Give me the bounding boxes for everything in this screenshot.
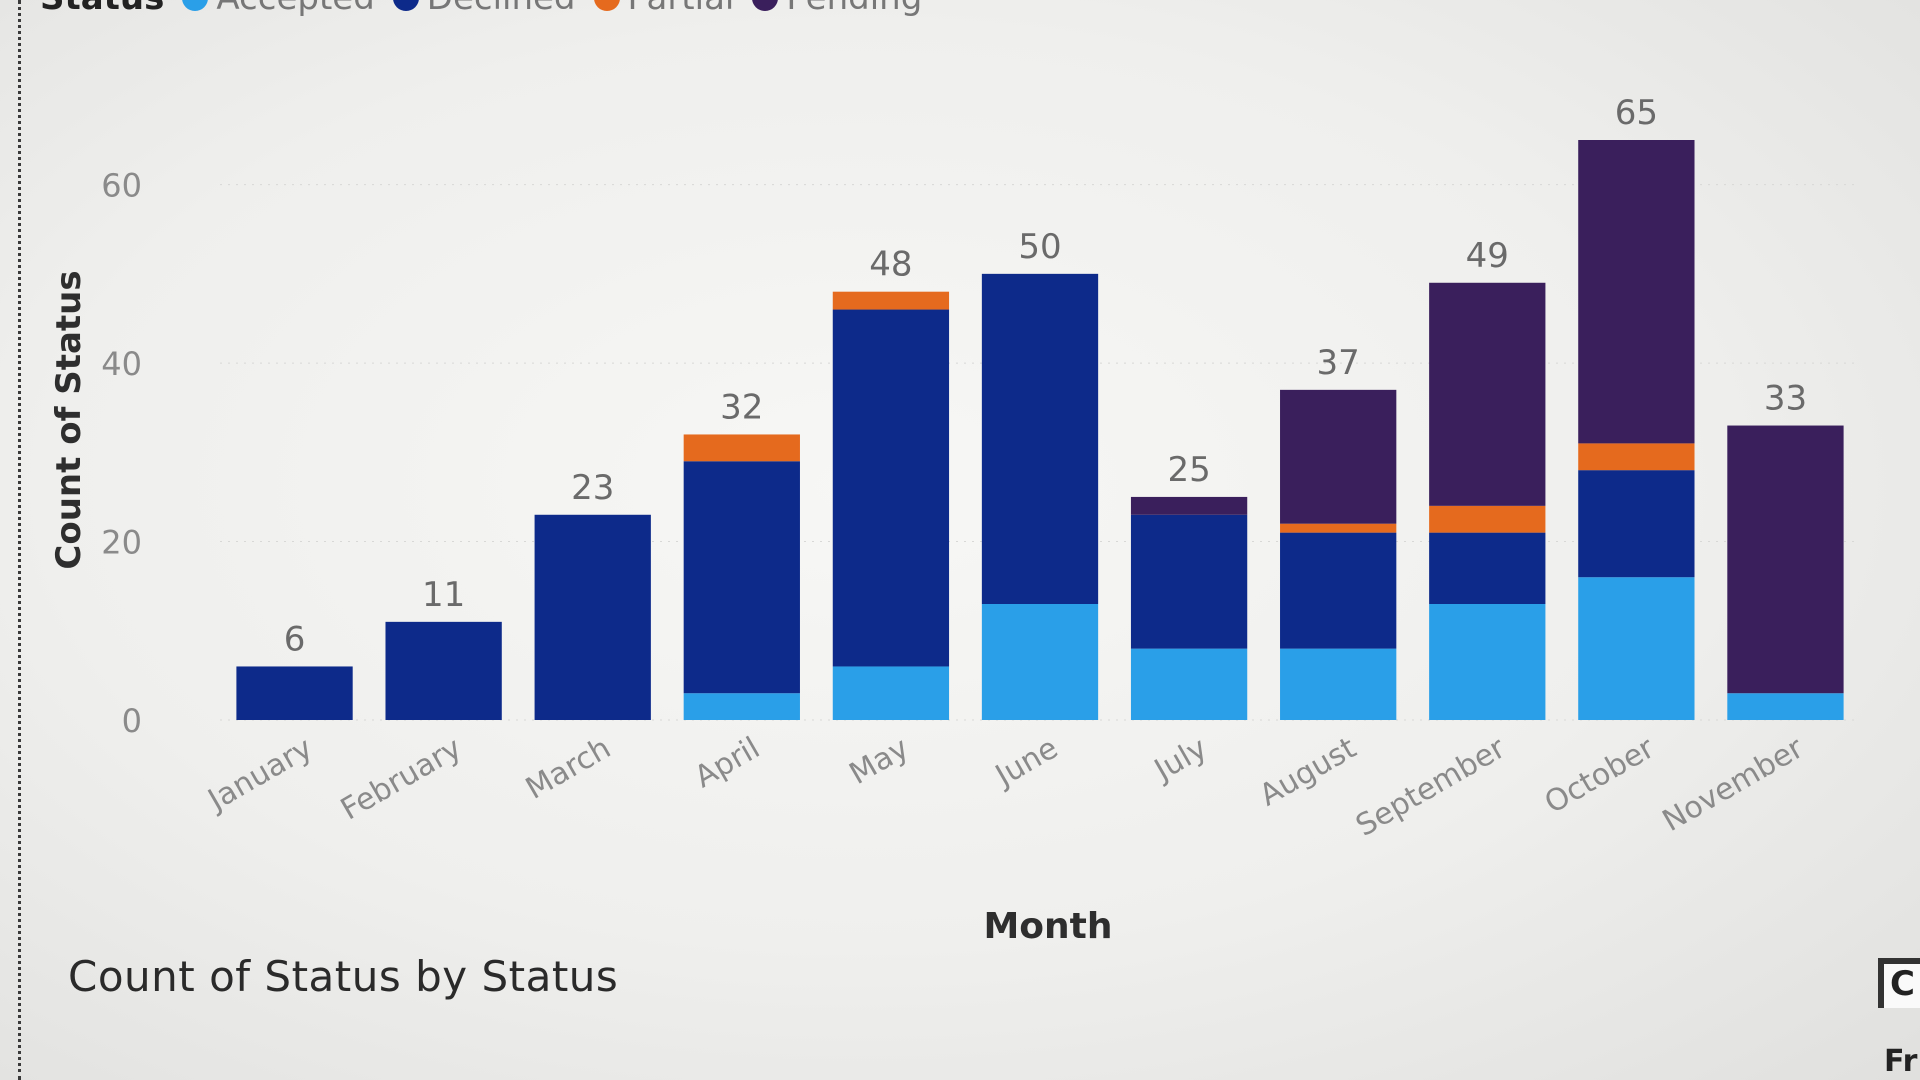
bar-segment-declined-september[interactable] <box>1429 532 1546 604</box>
bar-segment-accepted-april[interactable] <box>683 693 800 720</box>
total-label-january: 6 <box>284 619 306 659</box>
legend-label: Partial <box>628 0 735 18</box>
total-label-november: 33 <box>1764 379 1807 419</box>
bar-segment-declined-july[interactable] <box>1130 514 1248 649</box>
legend-label: Declined <box>427 0 576 18</box>
bars <box>236 140 1844 720</box>
bar-segment-declined-february[interactable] <box>385 621 502 720</box>
x-tick-label-june: June <box>988 731 1064 795</box>
bar-segment-accepted-june[interactable] <box>981 604 1099 720</box>
x-axis-ticks: January February March April May June July Augu… <box>201 730 1810 844</box>
x-tick-label-september: September <box>1350 730 1512 844</box>
total-label-march: 23 <box>571 468 614 508</box>
total-label-april: 32 <box>720 387 763 427</box>
bar-segment-declined-june[interactable] <box>981 273 1099 604</box>
total-label-september: 49 <box>1466 236 1509 276</box>
partial-dot-icon <box>593 0 620 11</box>
bar-segment-accepted-september[interactable] <box>1429 604 1546 720</box>
bar-segment-declined-august[interactable] <box>1280 532 1397 649</box>
accepted-dot-icon <box>182 0 209 11</box>
x-tick-label-april: April <box>689 731 766 796</box>
y-axis-ticks: 0 20 40 60 <box>101 167 142 740</box>
bar-segment-pending-october[interactable] <box>1578 140 1695 444</box>
bar-segment-accepted-november[interactable] <box>1727 693 1844 720</box>
bar-segment-partial-april[interactable] <box>683 434 800 462</box>
total-label-july: 25 <box>1167 450 1210 490</box>
total-labels: 6 11 23 32 48 50 25 37 49 65 33 <box>284 93 1807 659</box>
next-visual-title: Count of Status by Status <box>68 952 619 1001</box>
x-tick-label-october: October <box>1539 730 1661 821</box>
bar-segment-partial-september[interactable] <box>1429 505 1546 533</box>
total-label-february: 11 <box>422 575 465 615</box>
total-label-june: 50 <box>1018 227 1061 267</box>
y-axis-title: Count of Status <box>49 270 89 569</box>
x-tick-label-november: November <box>1657 730 1810 839</box>
x-axis-title: Month <box>983 906 1112 947</box>
legend-title: Status <box>40 0 164 18</box>
x-tick-label-august: August <box>1254 731 1363 814</box>
bar-segment-declined-april[interactable] <box>683 461 800 694</box>
bar-segment-accepted-may[interactable] <box>832 666 950 720</box>
legend-item-partial[interactable]: Partial <box>593 0 735 18</box>
x-tick-label-february: February <box>335 731 468 828</box>
y-tick-label: 20 <box>101 524 142 562</box>
bar-segment-pending-september[interactable] <box>1429 282 1546 506</box>
total-label-may: 48 <box>869 245 912 285</box>
bar-segment-partial-may[interactable] <box>832 291 950 310</box>
x-tick-label-july: July <box>1147 731 1213 789</box>
bar-segment-declined-may[interactable] <box>832 309 950 667</box>
bar-segment-partial-october[interactable] <box>1578 443 1695 471</box>
bar-segment-declined-october[interactable] <box>1578 470 1695 578</box>
x-tick-label-may: May <box>844 731 915 792</box>
legend-item-declined[interactable]: Declined <box>392 0 576 18</box>
legend-item-pending[interactable]: Pending <box>752 0 922 18</box>
bar-segment-accepted-october[interactable] <box>1578 577 1695 720</box>
x-tick-label-january: January <box>201 731 319 819</box>
chart-legend: Status Accepted Declined Partial Pending <box>40 0 922 18</box>
partial-visual-text: Fr <box>1884 1044 1918 1079</box>
bar-segment-pending-november[interactable] <box>1727 425 1844 694</box>
bar-segment-partial-august[interactable] <box>1280 523 1397 533</box>
partial-visual-corner[interactable]: C <box>1878 958 1920 1008</box>
legend-item-accepted[interactable]: Accepted <box>182 0 375 18</box>
pending-dot-icon <box>752 0 779 11</box>
bar-segment-pending-july[interactable] <box>1130 496 1248 515</box>
x-tick-label-march: March <box>520 731 617 807</box>
bar-segment-pending-august[interactable] <box>1280 389 1397 524</box>
legend-label: Pending <box>786 0 922 18</box>
bar-segment-declined-march[interactable] <box>534 514 651 720</box>
declined-dot-icon <box>392 0 419 11</box>
total-label-october: 65 <box>1615 93 1658 133</box>
total-label-august: 37 <box>1317 343 1360 383</box>
y-tick-label: 40 <box>101 345 142 383</box>
visual-border <box>18 0 25 1080</box>
y-tick-label: 0 <box>122 702 142 740</box>
bar-segment-declined-january[interactable] <box>236 666 353 720</box>
y-tick-label: 60 <box>101 167 142 205</box>
bar-segment-accepted-july[interactable] <box>1130 648 1248 720</box>
bar-segment-accepted-august[interactable] <box>1280 648 1397 720</box>
legend-label: Accepted <box>216 0 374 18</box>
